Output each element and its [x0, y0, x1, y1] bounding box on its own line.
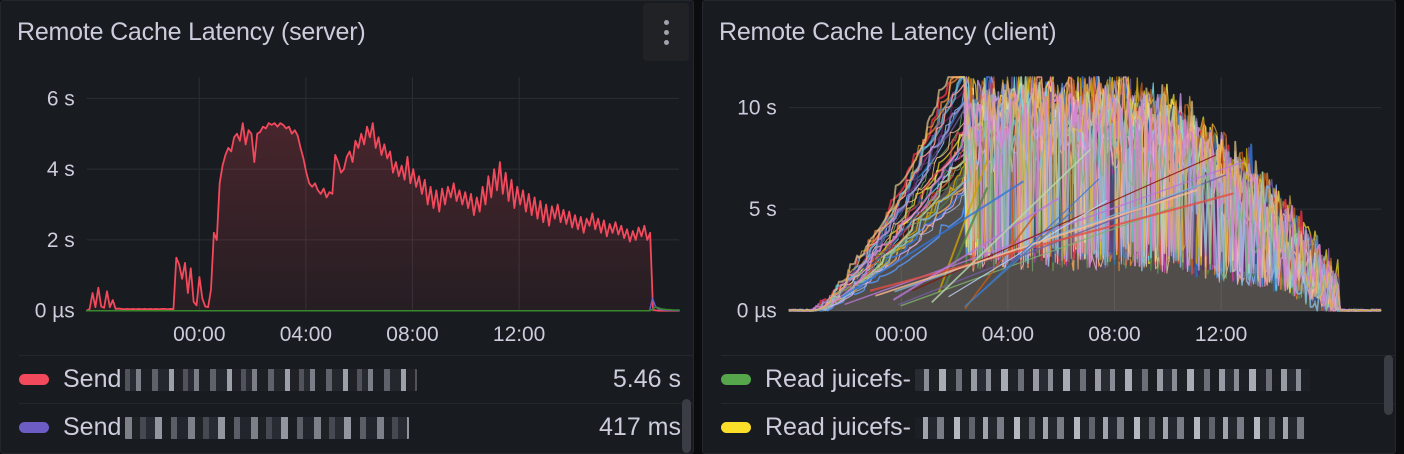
legend-item[interactable]: Read juicefs- [721, 403, 1395, 451]
chart-series-line [788, 104, 1382, 312]
panel-header-server: Remote Cache Latency (server) [1, 1, 693, 63]
kebab-dot [663, 29, 669, 35]
chart-svg-client: 0 µs 5 s 10 s 00:00 04:00 08:00 12:00 [737, 76, 1382, 346]
page-title: Remote Cache Latency (server) [17, 17, 366, 46]
legend-redacted-text [125, 416, 410, 439]
chart-series-connector [840, 180, 1025, 299]
chart-series-line [86, 306, 680, 312]
chart-series-line [788, 76, 1382, 312]
y-axis-tick-label: 10 s [737, 97, 777, 120]
chart-series-line [85, 122, 680, 312]
chart-series-connector [964, 211, 1038, 310]
x-axis-tick-label: 08:00 [1088, 323, 1140, 346]
panel-remote-cache-latency-client: Remote Cache Latency (client) 0 µs 5 s 10 … [702, 0, 1396, 454]
x-axis-tick-label: 04:00 [280, 323, 332, 346]
kebab-dot [663, 39, 669, 45]
y-axis-tick-label: 2 s [47, 229, 75, 252]
chart-x-axis-labels-client: 00:00 04:00 08:00 12:00 [875, 323, 1247, 346]
y-axis-tick-label: 6 s [47, 87, 75, 110]
x-axis-tick-label: 00:00 [173, 323, 225, 346]
chart-y-axis-labels-server: 0 µs 2 s 4 s 6 s [35, 87, 75, 322]
legend-item-label: Read juicefs- [765, 413, 1305, 442]
y-axis-tick-label: 0 µs [737, 300, 777, 323]
y-axis-tick-label: 5 s [749, 198, 777, 221]
legend-item-value: 417 ms [599, 413, 681, 441]
x-axis-tick-label: 08:00 [386, 323, 438, 346]
legend-redacted-text [125, 368, 418, 391]
legend-item-label: Send [63, 413, 410, 442]
x-axis-tick-label: 04:00 [982, 323, 1034, 346]
chart-series-connector [948, 199, 1108, 298]
x-axis-tick-label: 12:00 [1195, 323, 1247, 346]
chart-series-connector [892, 197, 1060, 301]
chart-svg-server: 0 µs 2 s 4 s 6 s 00:00 04:00 08:00 12:00 [35, 77, 680, 346]
kebab-dot [663, 19, 669, 25]
x-axis-tick-label: 00:00 [875, 323, 927, 346]
legend-client[interactable]: Read juicefs- Read juicefs- [703, 355, 1395, 453]
legend-redacted-text [914, 416, 1305, 439]
legend-scrollbar[interactable] [682, 399, 691, 453]
legend-item-label: Send [63, 365, 418, 394]
y-axis-tick-label: 4 s [47, 158, 75, 181]
legend-color-swatch[interactable] [721, 374, 751, 385]
legend-redacted-text [914, 368, 1310, 391]
legend-item[interactable]: Read juicefs- [721, 355, 1395, 403]
chart-series-group-server [85, 122, 680, 312]
legend-color-swatch[interactable] [19, 374, 49, 385]
chart-series-connector [894, 183, 1202, 293]
x-axis-tick-label: 12:00 [493, 323, 545, 346]
panel-header-client: Remote Cache Latency (client) [703, 1, 1395, 63]
chart-y-axis-labels-client: 0 µs 5 s 10 s [737, 97, 777, 323]
legend-item[interactable]: Send 5.46 s [19, 355, 693, 403]
page-title: Remote Cache Latency (client) [719, 17, 1057, 46]
legend-color-swatch[interactable] [721, 422, 751, 433]
chart-area-fill [86, 123, 680, 311]
y-axis-tick-label: 0 µs [35, 300, 75, 323]
chart-series-connector [869, 192, 1234, 292]
chart-series-connector [931, 148, 1092, 303]
legend-server[interactable]: Send 5.46 s Send 417 ms [1, 355, 693, 453]
legend-item-label: Read juicefs- [765, 365, 1310, 394]
chart-series-group-client [788, 76, 1382, 312]
legend-item[interactable]: Send 417 ms [19, 403, 693, 451]
chart-series-connector [975, 178, 1100, 298]
legend-scrollbar[interactable] [1384, 355, 1393, 415]
chart-plot-server[interactable]: 0 µs 2 s 4 s 6 s 00:00 04:00 08:00 12:00 [1, 63, 693, 355]
legend-item-value: 5.46 s [612, 365, 681, 393]
chart-series-connector [875, 189, 1198, 297]
kebab-menu-icon[interactable] [643, 3, 689, 61]
chart-x-axis-labels-server: 00:00 04:00 08:00 12:00 [173, 323, 545, 346]
chart-plot-client[interactable]: 0 µs 5 s 10 s 00:00 04:00 08:00 12:00 [703, 63, 1395, 355]
legend-color-swatch[interactable] [19, 422, 49, 433]
panel-remote-cache-latency-server: Remote Cache Latency (server) [0, 0, 694, 454]
